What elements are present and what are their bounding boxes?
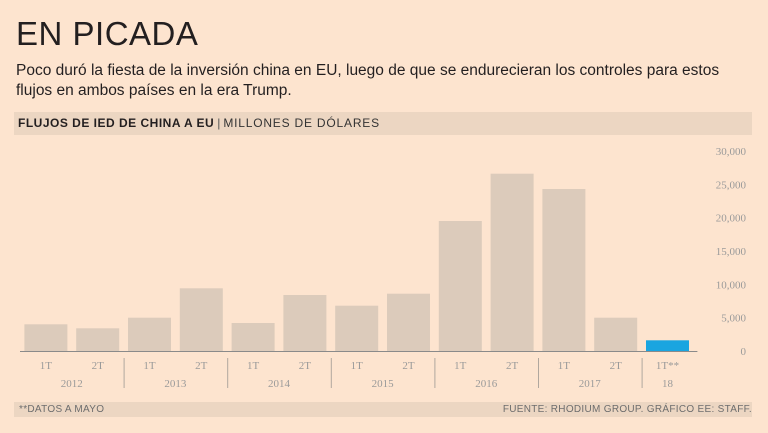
page-title: EN PICADA <box>16 15 199 52</box>
bar <box>438 221 482 351</box>
x-tick-label: 2T <box>92 360 105 372</box>
bar <box>128 317 171 351</box>
bar <box>490 173 534 351</box>
year-label: 2015 <box>372 378 395 390</box>
year-label: 18 <box>662 378 674 390</box>
footnote: **DATOS A MAYO <box>19 404 105 415</box>
x-tick-label: 1T <box>454 360 467 372</box>
footer: **DATOS A MAYO FUENTE: RHODIUM GROUP. GR… <box>14 402 752 417</box>
year-label: 2016 <box>475 378 498 390</box>
x-tick-label: 1T <box>247 360 260 372</box>
bar <box>179 288 223 351</box>
chart-header: FLUJOS DE IED DE CHINA A EU | MILLONES DE … <box>14 112 752 135</box>
y-tick-label: 15,000 <box>716 246 747 258</box>
x-tick-label: 2T <box>402 360 415 372</box>
bar <box>76 328 120 351</box>
y-tick-label: 25,000 <box>716 179 747 191</box>
x-tick-label: 1T <box>143 360 156 372</box>
x-tick-label: 2T <box>506 360 519 372</box>
bar <box>594 317 638 351</box>
x-tick-label: 1T** <box>656 360 679 372</box>
chart-unit: MILLONES DE DÓLARES <box>223 116 380 130</box>
y-tick-label: 0 <box>741 346 747 358</box>
chart-title: FLUJOS DE IED DE CHINA A EU <box>18 116 215 130</box>
x-tick-label: 2T <box>299 360 312 372</box>
bar <box>283 295 327 351</box>
y-tick-label: 20,000 <box>716 213 747 225</box>
y-tick-label: 10,000 <box>716 279 747 291</box>
bar <box>542 189 586 351</box>
year-label: 2017 <box>579 378 602 390</box>
year-label: 2012 <box>61 378 83 390</box>
bar <box>231 323 275 351</box>
x-tick-label: 1T <box>40 360 53 372</box>
year-label: 2014 <box>268 378 291 390</box>
bar <box>387 293 430 351</box>
y-tick-label: 5,000 <box>721 313 746 325</box>
x-tick-label: 2T <box>195 360 208 372</box>
source-credit: FUENTE: RHODIUM GROUP. GRÁFICO EE: STAFF… <box>502 404 752 415</box>
year-label: 2013 <box>164 378 187 390</box>
x-tick-label: 2T <box>610 360 623 372</box>
bar <box>335 305 379 351</box>
title-separator: | <box>217 116 221 130</box>
x-tick-label: 1T <box>558 360 571 372</box>
y-tick-label: 30,000 <box>716 146 747 158</box>
bar <box>24 324 68 351</box>
bar-highlight <box>646 340 689 351</box>
subtitle: Poco duró la fiesta de la inversión chin… <box>16 62 720 99</box>
x-tick-label: 1T <box>351 360 364 372</box>
